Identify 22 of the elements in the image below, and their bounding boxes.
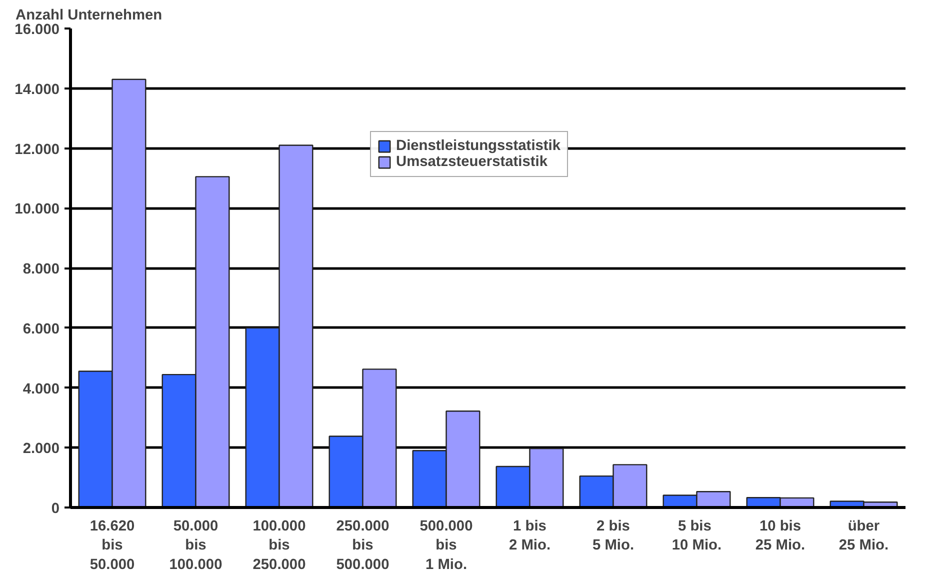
y-tick-label: 6.000 — [22, 321, 60, 338]
y-tick-label: 10.000 — [14, 202, 60, 218]
y-tick-label: 4.000 — [22, 381, 60, 398]
x-tick-label: 500.000 bis 1 Mio. — [420, 518, 473, 573]
x-tick-label: 100.000 bis 250.000 — [252, 518, 306, 573]
legend-label: Umsatzsteuerstatistik — [396, 154, 548, 170]
x-tick-label: 2 bis 5 Mio. — [592, 518, 634, 554]
x-tick-label: 10 bis 25 Mio. — [755, 518, 806, 554]
y-tick-label: 8.000 — [22, 262, 60, 278]
x-tick-label: über 25 Mio. — [838, 518, 889, 554]
x-tick-label: 1 bis 2 Mio. — [508, 518, 551, 554]
legend-label: Dienstleistungsstatistik — [396, 138, 561, 154]
y-tick-label: 12.000 — [14, 142, 60, 158]
x-tick-label: 5 bis 10 Mio. — [672, 518, 722, 554]
y-tick-label: 0 — [51, 501, 60, 517]
x-tick-label: 250.000 bis 500.000 — [336, 518, 390, 573]
y-tick-label: 14.000 — [14, 82, 60, 98]
x-tick-label: 16.620 bis 50.000 — [90, 518, 135, 573]
y-tick-label: 16.000 — [14, 22, 60, 38]
x-tick-label: 50.000 bis 100.000 — [169, 518, 222, 573]
y-tick-label: 2.000 — [22, 441, 60, 458]
y-axis-title: Anzahl Unternehmen — [16, 8, 162, 24]
